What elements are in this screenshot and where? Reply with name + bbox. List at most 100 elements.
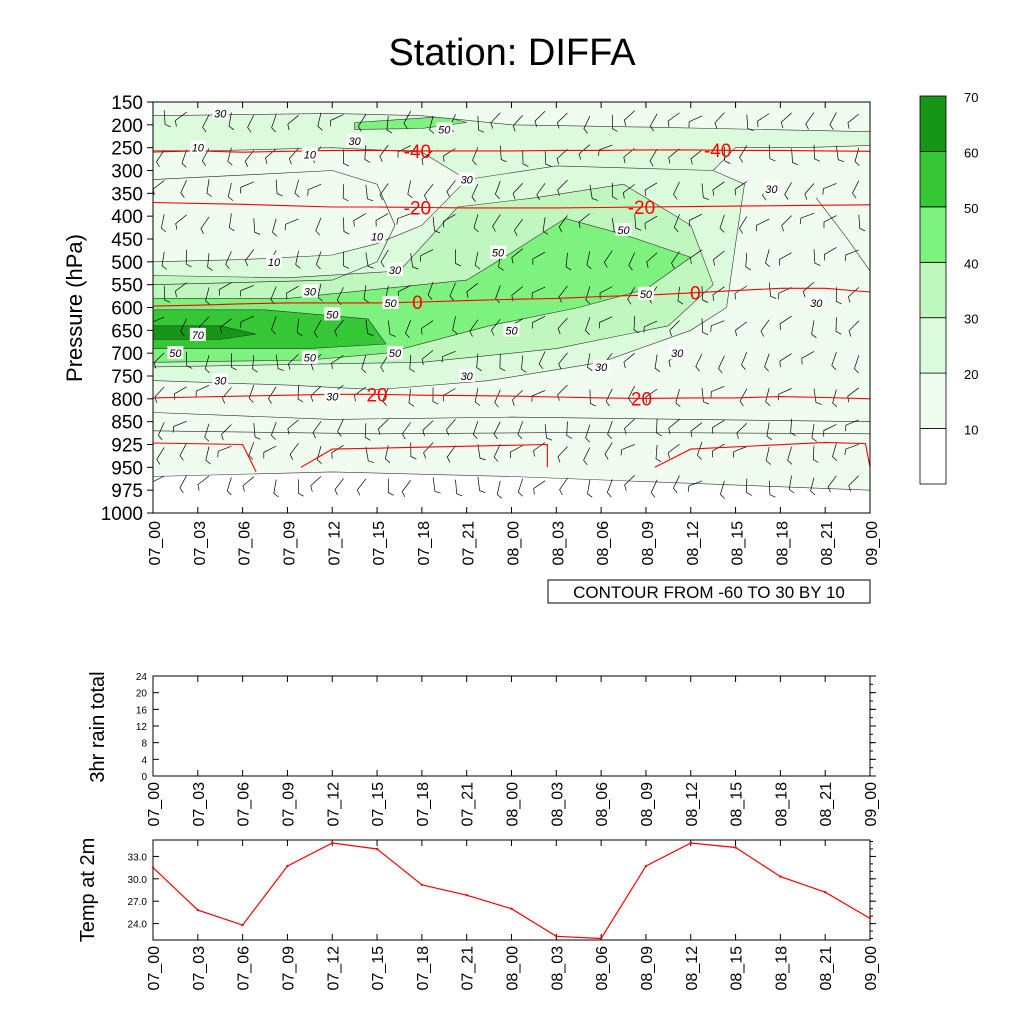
x-tick-label: 07_09 xyxy=(281,521,298,566)
rh-contour-label-bg xyxy=(167,346,184,360)
x-tick-label: 08_03 xyxy=(550,521,567,566)
wind-barb xyxy=(443,213,456,228)
wind-barb xyxy=(799,212,815,225)
wind-barb xyxy=(710,385,725,398)
wind-barb xyxy=(421,150,434,166)
wind-barb xyxy=(441,350,456,363)
wind-barb xyxy=(421,350,434,366)
wind-barb xyxy=(655,444,662,463)
wind-barb xyxy=(163,110,171,128)
wind-barb xyxy=(179,443,187,461)
wind-barb xyxy=(675,389,681,408)
wind-barb xyxy=(409,354,416,373)
wind-barb xyxy=(476,353,482,372)
wind-barb xyxy=(474,251,481,270)
rh-contour-label-bg xyxy=(386,263,403,277)
x-tick-label: 07_15 xyxy=(370,946,387,991)
y-tick-label: 300 xyxy=(111,162,143,183)
x-tick-label: 09_00 xyxy=(863,782,880,827)
wind-barb xyxy=(494,180,501,199)
rh-contour-label: 30 xyxy=(595,362,608,374)
wind-barb xyxy=(559,478,568,496)
y-tick-label: 800 xyxy=(111,390,143,411)
chart-title: Station: DIFFA xyxy=(388,32,636,74)
wind-barb xyxy=(405,320,412,338)
y-tick-label: 24 xyxy=(136,672,148,683)
wind-barb xyxy=(688,115,703,128)
wind-barb xyxy=(739,145,748,163)
rh-contour-label: 50 xyxy=(617,225,630,237)
y-tick-label: 12 xyxy=(136,722,148,733)
wind-barb xyxy=(557,112,568,129)
x-tick-label: 07_03 xyxy=(191,782,208,827)
rh-contour-label-bg xyxy=(382,295,399,309)
colorbar-label: 50 xyxy=(964,201,978,216)
wind-barb xyxy=(598,316,613,329)
wind-barb xyxy=(432,477,441,494)
wind-barb xyxy=(375,213,389,227)
y-tick-label: 20 xyxy=(136,689,148,700)
wind-barb xyxy=(316,251,322,270)
wind-barb xyxy=(852,180,860,199)
wind-barb xyxy=(558,285,568,303)
wind-barb xyxy=(517,478,524,497)
temp-series xyxy=(151,841,872,940)
rh-contour-label: 50 xyxy=(384,298,397,310)
wind-barb xyxy=(578,144,591,160)
wind-barb xyxy=(836,145,845,163)
wind-barb xyxy=(477,444,486,461)
wind-barb xyxy=(490,112,501,129)
wind-barb xyxy=(673,181,680,200)
rh-contour-label: 10 xyxy=(192,143,205,155)
x-tick-label: 07_06 xyxy=(237,521,254,566)
rh-contour-label-bg xyxy=(637,286,654,300)
wind-barb xyxy=(271,114,277,133)
wind-barb xyxy=(671,251,680,269)
wind-barb xyxy=(226,477,232,496)
y-tick-label: 550 xyxy=(111,276,143,297)
wind-barb xyxy=(558,352,568,370)
wind-barb xyxy=(172,420,187,433)
rh-contour-label: 50 xyxy=(438,124,451,136)
rh-contour-label-bg xyxy=(458,369,475,382)
rh-contour-line xyxy=(153,430,870,435)
temp-point xyxy=(868,917,872,920)
wind-barb xyxy=(654,354,661,372)
x-tick-label: 07_12 xyxy=(325,946,342,991)
rh-contour-label: 50 xyxy=(505,325,518,337)
wind-barb xyxy=(239,285,254,297)
x-tick-label: 07_21 xyxy=(460,782,477,827)
rh-contour-label: 10 xyxy=(304,150,317,162)
wind-barb xyxy=(271,316,277,335)
x-tick-label: 07_09 xyxy=(280,782,297,827)
wind-barb xyxy=(315,217,322,236)
wind-barb xyxy=(289,442,299,460)
x-tick-label: 07_18 xyxy=(416,521,433,566)
x-tick-label: 08_18 xyxy=(773,782,790,827)
wind-barb xyxy=(401,480,411,498)
y-tick-label: 33.0 xyxy=(128,852,148,863)
wind-barb xyxy=(557,317,568,335)
temp-point xyxy=(734,846,737,849)
rh-contour-label: 30 xyxy=(461,371,474,383)
temp-point xyxy=(555,935,558,938)
wind-barb xyxy=(331,355,344,369)
wind-barb xyxy=(791,148,799,166)
rh-contour-label-bg xyxy=(324,307,341,321)
x-tick-label: 09_00 xyxy=(864,521,881,566)
wind-barb xyxy=(765,446,772,465)
wind-barb xyxy=(510,445,523,459)
wind-barb xyxy=(811,320,817,339)
x-tick-label: 08_06 xyxy=(594,946,611,991)
wind-barb xyxy=(565,252,572,271)
wind-barb xyxy=(645,388,658,404)
rh-contour-lines xyxy=(153,170,870,435)
wind-barb xyxy=(844,249,859,262)
rh-contour-label-bg xyxy=(436,122,453,136)
x-tick-label: 07_21 xyxy=(461,521,478,566)
wind-barb xyxy=(474,388,481,406)
wind-barb xyxy=(536,183,546,201)
isotherm-line xyxy=(153,287,870,307)
wind-barb xyxy=(205,287,211,306)
